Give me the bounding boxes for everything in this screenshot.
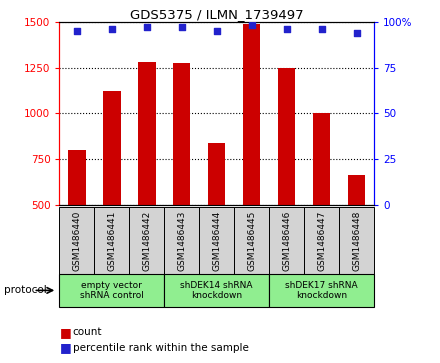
Bar xyxy=(208,143,225,205)
Text: percentile rank within the sample: percentile rank within the sample xyxy=(73,343,249,353)
Bar xyxy=(269,207,304,274)
Point xyxy=(318,26,325,32)
Text: GSM1486448: GSM1486448 xyxy=(352,210,361,271)
Bar xyxy=(103,91,121,205)
Point xyxy=(143,24,150,30)
Text: protocol: protocol xyxy=(4,285,47,295)
Bar xyxy=(164,207,199,274)
Text: GSM1486444: GSM1486444 xyxy=(212,211,221,270)
Point xyxy=(353,30,360,36)
Bar xyxy=(68,150,86,205)
Bar xyxy=(243,24,260,205)
Bar xyxy=(59,207,94,274)
Point xyxy=(248,23,255,28)
Text: shDEK17 shRNA
knockdown: shDEK17 shRNA knockdown xyxy=(285,281,358,300)
Text: ■: ■ xyxy=(59,326,71,339)
Text: GSM1486443: GSM1486443 xyxy=(177,210,186,271)
Point xyxy=(213,28,220,34)
Bar xyxy=(278,68,295,205)
Text: GSM1486445: GSM1486445 xyxy=(247,210,256,271)
Bar xyxy=(129,207,164,274)
Point xyxy=(108,26,115,32)
Bar xyxy=(269,274,374,307)
Text: GSM1486441: GSM1486441 xyxy=(107,210,116,271)
Text: GSM1486447: GSM1486447 xyxy=(317,210,326,271)
Text: GSM1486446: GSM1486446 xyxy=(282,210,291,271)
Bar xyxy=(304,207,339,274)
Text: GSM1486442: GSM1486442 xyxy=(142,211,151,270)
Text: shDEK14 shRNA
knockdown: shDEK14 shRNA knockdown xyxy=(180,281,253,300)
Bar xyxy=(164,274,269,307)
Text: ■: ■ xyxy=(59,341,71,354)
Point xyxy=(178,24,185,30)
Text: GSM1486440: GSM1486440 xyxy=(72,210,81,271)
Bar xyxy=(59,274,164,307)
Bar xyxy=(94,207,129,274)
Bar xyxy=(199,207,234,274)
Bar xyxy=(313,113,330,205)
Bar xyxy=(348,175,365,205)
Bar xyxy=(138,62,155,205)
Point xyxy=(73,28,81,34)
Text: count: count xyxy=(73,327,102,337)
Text: empty vector
shRNA control: empty vector shRNA control xyxy=(80,281,144,300)
Bar xyxy=(173,63,191,205)
Point xyxy=(283,26,290,32)
Bar xyxy=(339,207,374,274)
Title: GDS5375 / ILMN_1739497: GDS5375 / ILMN_1739497 xyxy=(130,8,304,21)
Bar xyxy=(234,207,269,274)
